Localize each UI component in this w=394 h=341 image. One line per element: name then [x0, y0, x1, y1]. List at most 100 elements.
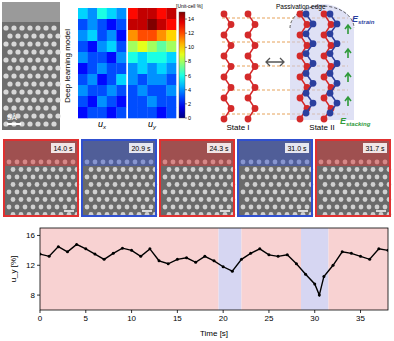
- atom-column: [35, 73, 40, 78]
- colorbar-tick-label: 6: [188, 73, 191, 79]
- atom-column: [67, 197, 72, 202]
- heatmap-cell: [88, 41, 98, 52]
- atom: [321, 116, 328, 123]
- heatmap-cell: [78, 96, 88, 107]
- atom-column: [19, 167, 24, 172]
- heatmap-cell: [116, 85, 126, 96]
- atom-column: [47, 65, 52, 70]
- y-tick: [37, 295, 40, 296]
- x-tick: [268, 310, 269, 313]
- atom-column: [23, 49, 28, 54]
- atom-column: [15, 65, 20, 70]
- atom-column: [141, 190, 146, 195]
- atom-column: [7, 205, 12, 210]
- atom-column: [245, 197, 250, 202]
- x-tick: [40, 310, 41, 313]
- frame-bg: [4, 140, 78, 216]
- atom-column: [363, 182, 368, 187]
- heatmap-cell: [97, 19, 107, 30]
- atom-column: [51, 25, 56, 30]
- atom: [228, 21, 235, 28]
- frame: 31.0 s: [238, 140, 313, 217]
- label-sub: x: [102, 124, 107, 130]
- atom-column: [27, 57, 32, 62]
- stacking-arrow: [345, 73, 351, 82]
- atom-column: [133, 190, 138, 195]
- series-marker: [213, 259, 216, 262]
- frame-time: 24.3 s: [209, 145, 229, 152]
- atom: [221, 74, 228, 81]
- atom-column: [51, 105, 56, 110]
- atom: [228, 42, 235, 49]
- atom-column: [371, 197, 376, 202]
- heatmap-cell: [128, 41, 138, 52]
- atom-column: [55, 81, 60, 86]
- atom-column: [39, 97, 44, 102]
- heatmap-cell: [78, 41, 88, 52]
- atom: [221, 95, 228, 102]
- atom-column: [15, 81, 20, 86]
- heatmap-cell: [147, 74, 157, 85]
- time-box: [51, 143, 75, 153]
- x-tick: [360, 310, 361, 313]
- heatmap-cell: [147, 107, 157, 118]
- atom-column: [11, 57, 16, 62]
- atom-column: [101, 205, 106, 210]
- atom-column: [207, 182, 212, 187]
- atom-column: [379, 167, 384, 172]
- atom-column: [301, 167, 306, 172]
- atom-column: [207, 197, 212, 202]
- atom-column: [23, 205, 28, 210]
- series-marker: [295, 262, 298, 265]
- heatmap-cell: [107, 96, 117, 107]
- frame-bg: [160, 140, 234, 216]
- atom-column: [11, 197, 16, 202]
- heatmap-cell: [166, 30, 176, 41]
- atom-column: [27, 105, 32, 110]
- atom-column: [31, 97, 36, 102]
- atom-column: [163, 175, 168, 180]
- atom-column: [125, 205, 130, 210]
- atom-column: [93, 205, 98, 210]
- heatmap-cell: [107, 52, 117, 63]
- atom-column: [43, 105, 48, 110]
- colorbar-tick-label: 8: [188, 58, 191, 64]
- atom-column: [51, 89, 56, 94]
- atom-column: [183, 197, 188, 202]
- atom-column: [19, 25, 24, 30]
- sub-label: uy: [148, 119, 157, 130]
- atom-column: [109, 190, 114, 195]
- heatmap-cell: [128, 19, 138, 30]
- heatmap-cell: [147, 41, 157, 52]
- series-marker: [249, 252, 252, 255]
- atom-column: [85, 175, 90, 180]
- atom-column: [51, 121, 56, 126]
- atom: [327, 30, 334, 37]
- series-marker: [194, 261, 197, 264]
- heatmap-cell: [88, 8, 98, 19]
- atom-column: [3, 73, 8, 78]
- atom-column: [7, 175, 12, 180]
- atom-column: [93, 190, 98, 195]
- heatmap-cell: [157, 19, 167, 30]
- atom-column: [171, 175, 176, 180]
- series-marker: [322, 275, 325, 278]
- atom: [303, 110, 310, 117]
- series-marker: [176, 258, 179, 261]
- heatmap-cell: [88, 85, 98, 96]
- atom-column: [305, 175, 310, 180]
- scale-label: 5Å: [7, 113, 17, 122]
- heatmap-cell: [107, 8, 117, 19]
- x-tick: [85, 310, 86, 313]
- atom-column: [27, 121, 32, 126]
- heatmap-cell: [138, 52, 148, 63]
- atom-column: [293, 167, 298, 172]
- atom-column: [19, 182, 24, 187]
- heatmap-cell: [157, 8, 167, 19]
- atom-column: [145, 182, 150, 187]
- atom-column: [67, 182, 72, 187]
- atom-column: [269, 167, 274, 172]
- atom-column: [51, 182, 56, 187]
- atom: [221, 11, 228, 18]
- colorbar-tick: [185, 33, 187, 34]
